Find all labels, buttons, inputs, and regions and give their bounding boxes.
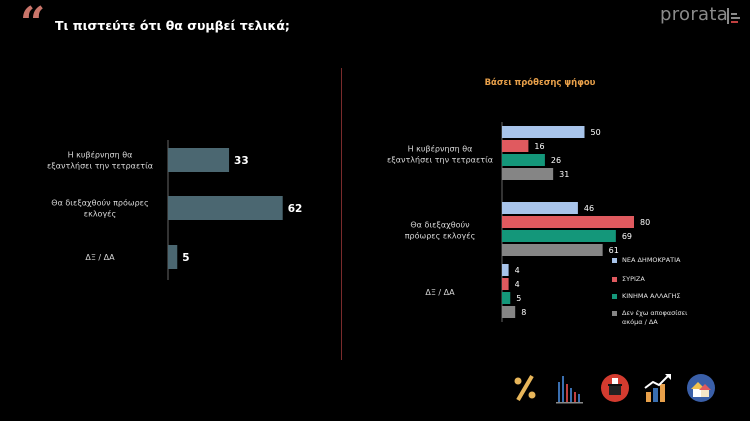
left-bar (168, 245, 178, 269)
right-bar-value: 4 (515, 280, 520, 289)
legend-swatch (612, 311, 617, 316)
question-title: Τι πιστεύτε ότι θα συμβεί τελικά; (55, 18, 290, 33)
right-bar (502, 168, 554, 180)
right-bar (502, 154, 545, 166)
right-bar-value: 8 (521, 308, 526, 317)
right-bar (502, 244, 603, 256)
prorata-logo: prorata (660, 4, 729, 25)
right-bar-value: 61 (609, 246, 619, 255)
right-bar (502, 264, 509, 276)
right-bar-value: 5 (516, 294, 521, 303)
left-bar-value: 5 (182, 252, 189, 264)
logo-bars-icon (727, 8, 741, 24)
right-category-label: Η κυβέρνηση θα εξαντλήσει την τετραετία (387, 144, 493, 165)
right-bar-value: 46 (584, 204, 594, 213)
houses-icon (687, 374, 715, 402)
left-bar-value: 33 (234, 155, 249, 167)
quote-mark: “ (20, 0, 46, 49)
left-category-label: Θα διεξαχθούν πρόωρες εκλογές (51, 198, 148, 219)
right-bar (502, 140, 529, 152)
legend-swatch (612, 294, 617, 299)
right-bar-value: 26 (551, 156, 561, 165)
right-chart-title: Βάσει πρόθεσης ψήφου (484, 78, 596, 88)
left-category-label: Η κυβέρνηση θα εξαντλήσει την τετραετία (47, 150, 153, 171)
legend-label: Δεν έχω αποφασίσει ακόμα / ΔΑ (622, 309, 687, 326)
growth-chart-icon (644, 374, 671, 402)
legend-label: ΚΙΝΗΜΑ ΑΛΛΑΓΗΣ (622, 292, 680, 300)
legend-label: ΣΥΡΙΖΑ (622, 275, 645, 283)
right-bar (502, 202, 578, 214)
bar-chart-icon (556, 376, 583, 404)
right-bar (502, 216, 634, 228)
right-category-label: Θα διεξαχθούν πρόωρες εκλογές (405, 220, 476, 241)
left-bar-value: 62 (288, 203, 303, 215)
right-bar (502, 230, 616, 242)
right-bar (502, 278, 509, 290)
right-bar-value: 31 (559, 170, 569, 179)
right-bar (502, 126, 585, 138)
right-bar-value: 69 (622, 232, 632, 241)
percent-icon (514, 374, 536, 402)
right-bar (502, 292, 511, 304)
right-bar (502, 306, 516, 318)
ballot-box-icon (601, 374, 629, 402)
legend-swatch (612, 258, 617, 263)
panel-divider (341, 68, 342, 360)
legend-swatch (612, 277, 617, 282)
left-bar (168, 196, 283, 220)
left-category-label: ΔΞ / ΔΑ (85, 253, 115, 262)
right-category-label: ΔΞ / ΔΑ (425, 288, 455, 297)
left-bar (168, 148, 230, 172)
right-bar-value: 50 (591, 128, 601, 137)
right-bar-value: 16 (534, 142, 544, 151)
right-bar-value: 80 (640, 218, 650, 227)
right-bar-value: 4 (515, 266, 520, 275)
legend-label: ΝΕΑ ΔΗΜΟΚΡΑΤΙΑ (622, 256, 681, 264)
